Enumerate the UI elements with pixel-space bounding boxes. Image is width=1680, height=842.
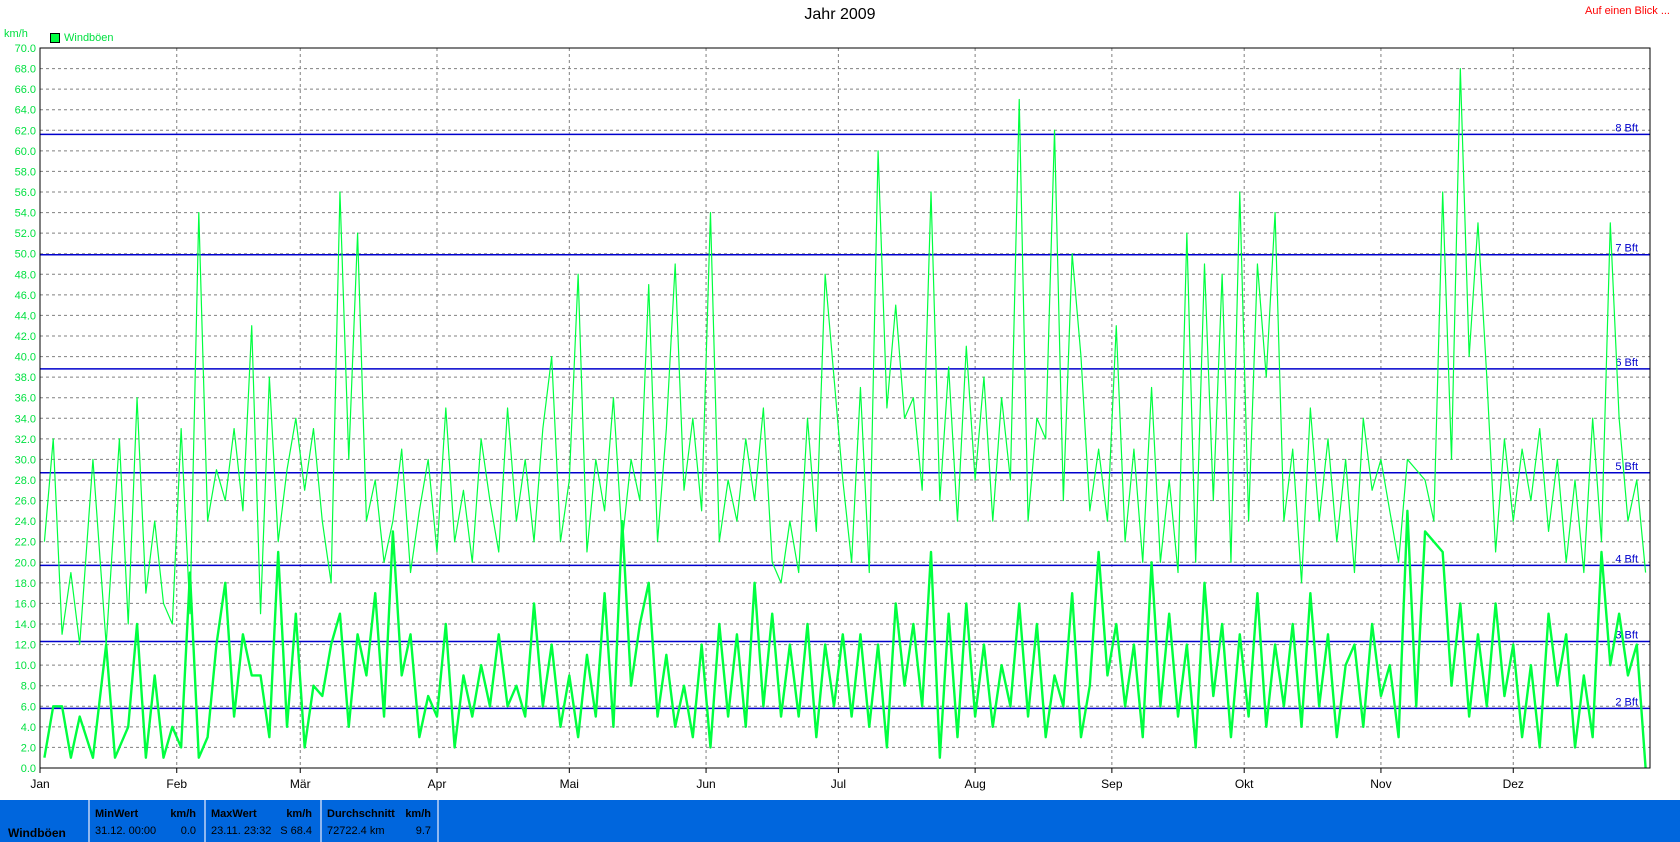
beaufort-label: 7 Bft <box>1615 243 1638 255</box>
x-tick-label: Apr <box>428 777 447 791</box>
auf-einen-blick-link[interactable]: Auf einen Blick ... <box>1585 5 1670 17</box>
avg-header: Durchschnitt <box>327 808 395 820</box>
y-tick-label: 16.0 <box>15 598 36 610</box>
y-tick-label: 44.0 <box>15 310 36 322</box>
beaufort-label: 2 Bft <box>1615 696 1638 708</box>
plot-frame <box>39 47 1651 769</box>
y-tick-label: 28.0 <box>15 475 36 487</box>
min-time: 31.12. 00:00 <box>95 825 157 837</box>
y-tick-label: 50.0 <box>15 249 36 261</box>
y-tick-label: 12.0 <box>15 640 36 652</box>
y-tick-label: 70.0 <box>15 43 36 55</box>
y-tick-label: 40.0 <box>15 352 36 364</box>
x-tick-label: Sep <box>1101 777 1123 791</box>
y-tick-label: 32.0 <box>15 434 36 446</box>
y-tick-label: 46.0 <box>15 290 36 302</box>
legend-label: Windböen <box>64 32 114 44</box>
min-unit: km/h <box>170 808 196 820</box>
avg-value: 9.7 <box>415 825 431 837</box>
y-tick-label: 62.0 <box>15 125 36 137</box>
x-tick-label: Jan <box>30 777 49 791</box>
x-tick-label: Mai <box>560 777 579 791</box>
y-tick-label: 2.0 <box>21 742 36 754</box>
y-tick-label: 56.0 <box>15 187 36 199</box>
avg-unit: km/h <box>405 808 431 820</box>
y-tick-label: 36.0 <box>15 393 36 405</box>
beaufort-label: 6 Bft <box>1615 357 1638 369</box>
y-tick-label: 10.0 <box>15 660 36 672</box>
y-tick-label: 24.0 <box>15 516 36 528</box>
y-tick-label: 4.0 <box>21 722 36 734</box>
y-tick-label: 26.0 <box>15 496 36 508</box>
y-tick-label: 22.0 <box>15 537 36 549</box>
max-value: S 68.4 <box>280 825 312 837</box>
x-tick-label: Feb <box>166 777 187 791</box>
y-tick-label: 34.0 <box>15 413 36 425</box>
y-tick-label: 38.0 <box>15 372 36 384</box>
y-tick-label: 66.0 <box>15 84 36 96</box>
beaufort-label: 8 Bft <box>1615 122 1638 134</box>
y-tick-label: 20.0 <box>15 557 36 569</box>
min-value-box: MinWert km/h 31.12. 00:00 0.0 <box>88 800 202 842</box>
min-value: 0.0 <box>180 825 196 837</box>
y-tick-label: 68.0 <box>15 64 36 76</box>
x-tick-label: Nov <box>1370 777 1391 791</box>
beaufort-label: 3 Bft <box>1615 629 1638 641</box>
x-tick-label: Jul <box>831 777 846 791</box>
avg-distance: 72722.4 km <box>327 825 385 837</box>
y-tick-label: 6.0 <box>21 701 36 713</box>
max-time: 23.11. 23:32 <box>211 825 272 837</box>
y-tick-label: 30.0 <box>15 454 36 466</box>
max-unit: km/h <box>286 808 312 820</box>
y-tick-label: 8.0 <box>21 681 36 693</box>
series-line-secondary <box>43 509 1647 769</box>
average-value-box: Durchschnitt km/h 72722.4 km 9.7 <box>320 800 439 842</box>
min-header: MinWert <box>95 808 139 820</box>
y-tick-label: 60.0 <box>15 146 36 158</box>
y-axis-unit-label: km/h <box>4 28 28 40</box>
y-tick-label: 48.0 <box>15 269 36 281</box>
y-tick-label: 52.0 <box>15 228 36 240</box>
status-row-label: Windböen <box>8 826 66 840</box>
legend: Windböen <box>50 32 114 44</box>
y-tick-label: 54.0 <box>15 208 36 220</box>
y-tick-label: 42.0 <box>15 331 36 343</box>
beaufort-label: 4 Bft <box>1615 553 1638 565</box>
x-tick-label: Okt <box>1235 777 1254 791</box>
x-tick-label: Mär <box>290 777 311 791</box>
y-tick-label: 14.0 <box>15 619 36 631</box>
y-tick-label: 64.0 <box>15 105 36 117</box>
chart-area: 0.0 2.0 4.0 6.0 8.0 10.0 12.0 14.0 16.0 18.0 20.0 2… <box>15 43 1651 791</box>
max-header: MaxWert <box>211 808 257 820</box>
status-bar: Windböen MinWert km/h 31.12. 00:00 0.0 M… <box>0 800 1680 842</box>
x-tick-label: Dez <box>1503 777 1524 791</box>
y-tick-label: 58.0 <box>15 166 36 178</box>
x-tick-label: Aug <box>964 777 985 791</box>
legend-swatch <box>50 33 60 43</box>
beaufort-label: 5 Bft <box>1615 461 1638 473</box>
y-tick-label: 0.0 <box>21 763 36 775</box>
page-title: Jahr 2009 <box>804 6 876 23</box>
x-tick-label: Jun <box>696 777 715 791</box>
y-tick-label: 18.0 <box>15 578 36 590</box>
max-value-box: MaxWert km/h 23.11. 23:32 S 68.4 <box>204 800 318 842</box>
series-line-gusts <box>43 67 1647 646</box>
